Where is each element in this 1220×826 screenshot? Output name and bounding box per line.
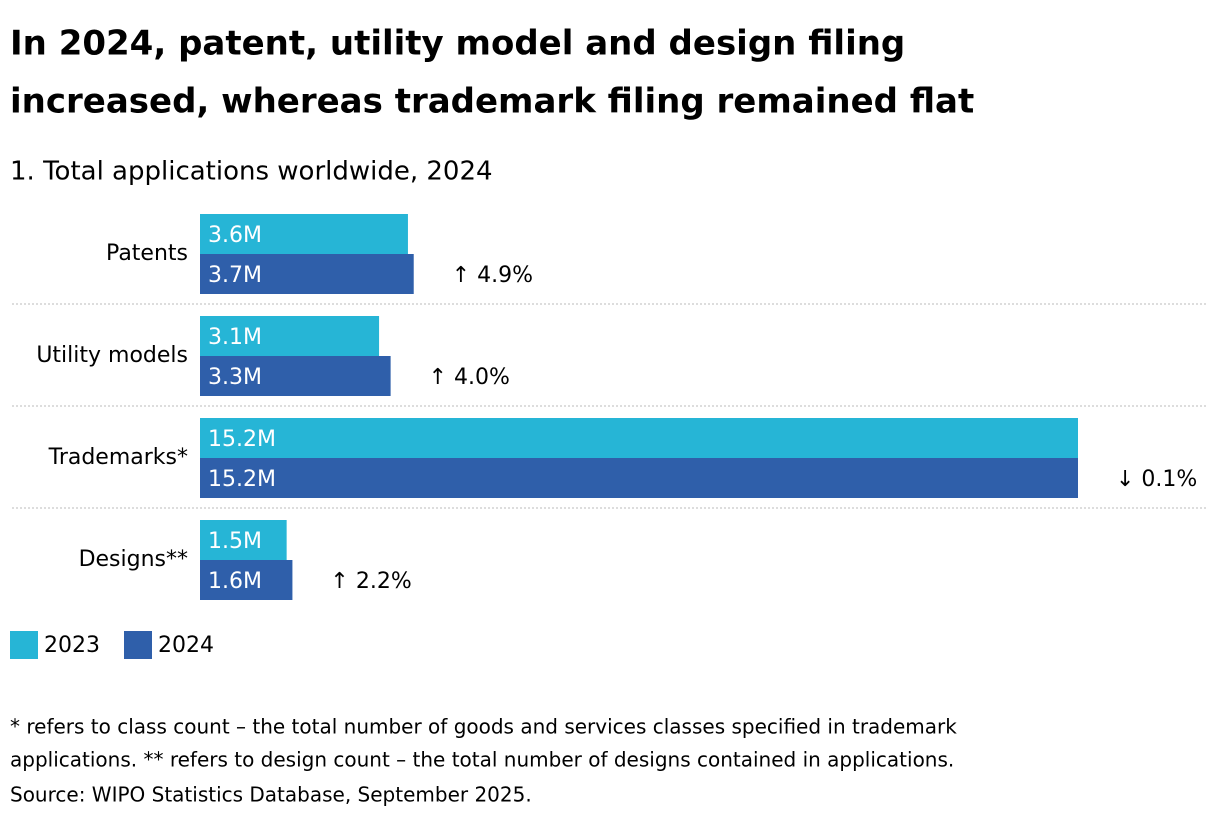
chart-title: increased, whereas trademark filing rema… (10, 82, 974, 122)
footnote: Source: WIPO Statistics Database, Septem… (10, 783, 532, 807)
bar (200, 356, 391, 396)
chart-title: In 2024, patent, utility model and desig… (10, 24, 905, 64)
value-label: 3.3M (208, 365, 262, 390)
bar (200, 214, 408, 254)
legend-label: 2024 (158, 633, 214, 658)
value-label: 1.5M (208, 529, 262, 554)
category-label: Patents (106, 241, 188, 266)
chart-subtitle: 1. Total applications worldwide, 2024 (10, 157, 493, 187)
change-annotation: ↑ 4.0% (429, 365, 510, 390)
value-label: 3.7M (208, 263, 262, 288)
footnote: * refers to class count – the total numb… (10, 715, 957, 739)
value-label: 3.1M (208, 325, 262, 350)
bar (200, 560, 293, 600)
bar (200, 316, 380, 356)
legend-swatch (10, 631, 38, 659)
bar (200, 458, 1078, 498)
change-annotation: ↑ 4.9% (452, 263, 533, 288)
legend-label: 2023 (44, 633, 100, 658)
category-label: Utility models (36, 343, 188, 368)
category-label: Designs** (79, 547, 188, 572)
change-annotation: ↓ 0.1% (1116, 467, 1197, 492)
legend-swatch (124, 631, 152, 659)
change-annotation: ↑ 2.2% (330, 569, 411, 594)
bar (200, 254, 414, 294)
value-label: 1.6M (208, 569, 262, 594)
value-label: 3.6M (208, 223, 262, 248)
value-label: 15.2M (208, 427, 276, 452)
category-label: Trademarks* (48, 445, 188, 470)
footnote: applications. ** refers to design count … (10, 748, 954, 772)
bar (200, 520, 287, 560)
bar (200, 418, 1078, 458)
value-label: 15.2M (208, 467, 276, 492)
